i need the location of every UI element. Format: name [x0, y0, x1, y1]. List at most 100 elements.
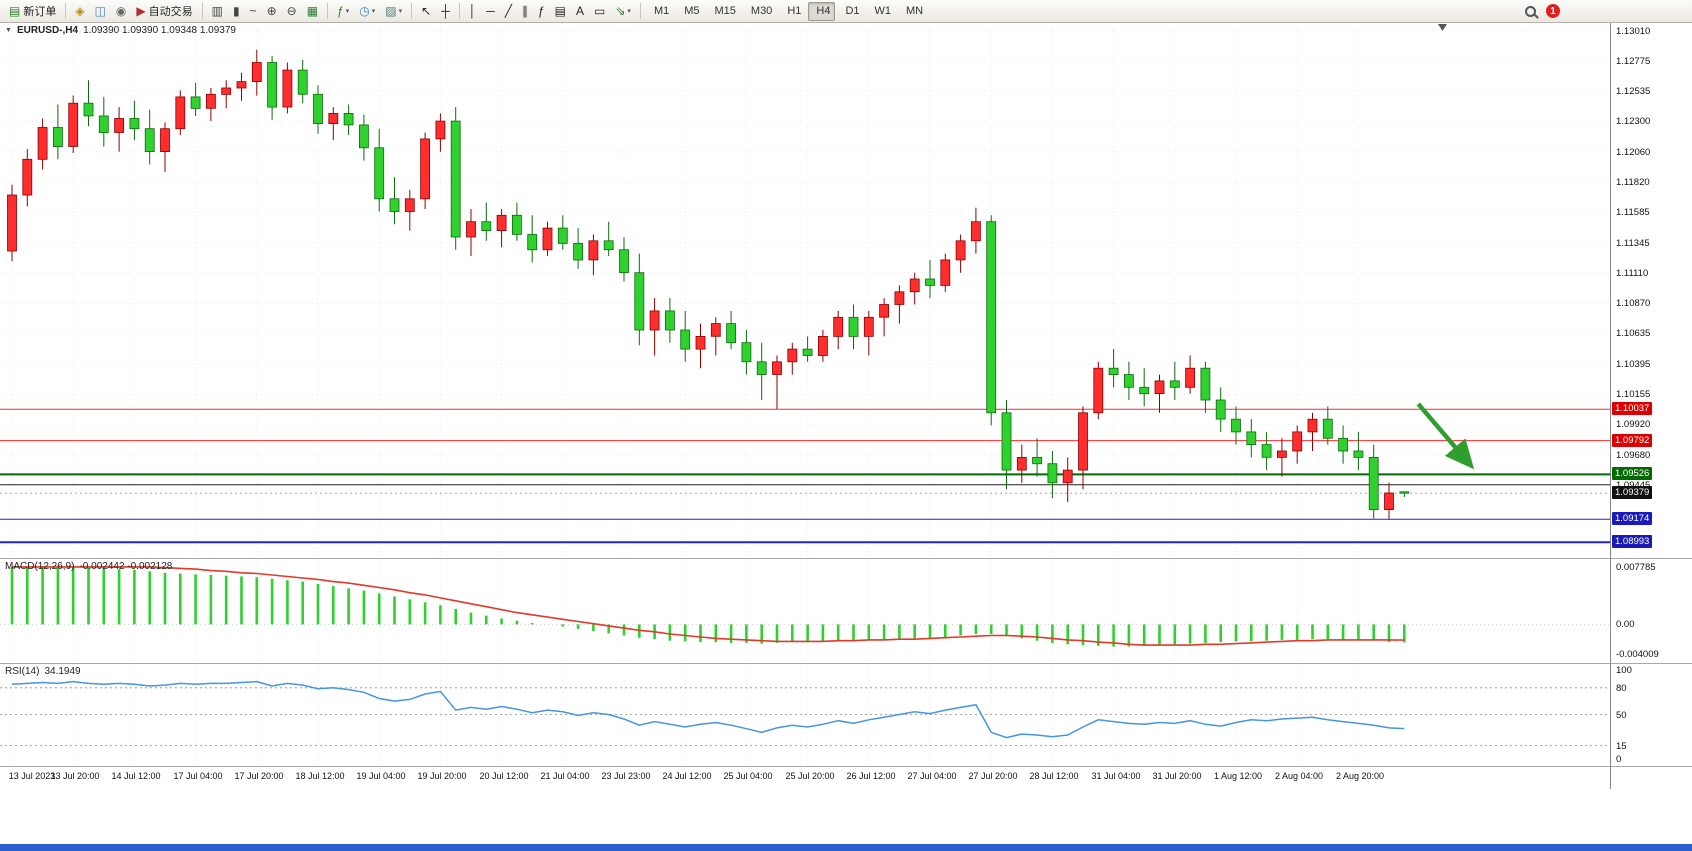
trend-arrow[interactable] [1416, 402, 1475, 470]
ohlc-values: 1.09390 1.09390 1.09348 1.09379 [83, 25, 236, 36]
tile-windows-icon: ▦ [306, 4, 319, 18]
auto-trading-button[interactable]: ▶ 自动交易 [132, 2, 196, 21]
cycle-lines-button[interactable]: ▤ [551, 2, 570, 21]
auto-trading-icon: ▶ [136, 4, 146, 18]
zoom-in-button[interactable]: ⊕ [263, 2, 281, 21]
fibonacci-button[interactable]: ƒ [534, 2, 549, 21]
data-window-button[interactable]: ◫ [91, 2, 110, 21]
time-label: 21 Jul 04:00 [540, 771, 590, 781]
main-chart-canvas[interactable] [0, 23, 1610, 558]
tile-windows-button[interactable]: ▦ [303, 2, 322, 21]
indicators-button[interactable]: ƒ ▾ [333, 2, 353, 21]
fibonacci-icon: ƒ [537, 4, 545, 18]
price-label: 1.12535 [1616, 86, 1651, 97]
toolbar-separator [65, 3, 67, 19]
market-watch-button[interactable]: ◈ [71, 2, 88, 21]
price-tag-1.08993: 1.08993 [1612, 535, 1653, 548]
timeframe-h4-button[interactable]: H4 [808, 1, 836, 21]
price-tag-1.10037: 1.10037 [1612, 402, 1653, 415]
price-label: 1.12775 [1616, 56, 1651, 67]
price-label: 1.09920 [1616, 419, 1651, 430]
trendline-button[interactable]: ╱ [501, 2, 516, 21]
clock-icon: ◷ [359, 4, 370, 18]
macd-histogram [10, 566, 1406, 647]
new-order-button[interactable]: ▤ 新订单 [5, 2, 60, 21]
time-label: 14 Jul 12:00 [111, 771, 161, 781]
candlestick-type-button[interactable]: ▮ [229, 2, 244, 21]
text-button[interactable]: A [572, 2, 588, 21]
arrow-object-icon: ⇘ [615, 4, 626, 18]
horizontal-line-button[interactable]: ─ [482, 2, 499, 21]
caret-icon: ▾ [398, 8, 403, 15]
periods-button[interactable]: ◷ ▾ [355, 2, 379, 21]
time-label: 27 Jul 04:00 [907, 771, 957, 781]
macd-info: MACD(12,26,9) -0.002442 -0.002128 [5, 561, 172, 572]
timeframe-h1-button-label: H1 [787, 5, 802, 17]
toolbar-separator [458, 3, 460, 19]
timeframe-m15-button[interactable]: M15 [707, 2, 741, 21]
chart-shift-marker[interactable] [1438, 24, 1447, 31]
line-chart-type-button[interactable]: ~ [246, 2, 261, 21]
navigator-icon: ◉ [115, 4, 127, 18]
price-axis[interactable]: 1.13010 1.12775 1.12535 1.12300 1.12060 1.118… [1610, 23, 1692, 789]
new-order-icon: ▤ [9, 4, 21, 18]
timeframe-d1-button-label: D1 [845, 5, 860, 17]
collapse-triangle-icon[interactable]: ▼ [5, 27, 12, 34]
caret-icon: ▾ [345, 8, 350, 15]
timeframe-h1-button[interactable]: H1 [779, 2, 806, 21]
time-label: 18 Jul 12:00 [295, 771, 345, 781]
templates-button[interactable]: ▨ ▾ [381, 2, 406, 21]
timeframe-m30-button[interactable]: M30 [743, 2, 777, 21]
rsi-info: RSI(14) 34.1949 [5, 666, 81, 677]
vertical-line-icon: │ [468, 4, 477, 18]
navigator-button[interactable]: ◉ [112, 2, 130, 21]
timeframe-w1-button[interactable]: W1 [867, 2, 897, 21]
caret-icon: ▾ [371, 8, 376, 15]
line-chart-icon: ~ [249, 4, 257, 18]
vertical-line-button[interactable]: │ [465, 2, 481, 21]
macd-panel: MACD(12,26,9) -0.002442 -0.002128 [0, 559, 1610, 664]
arrows-button[interactable]: ⇘ ▾ [611, 2, 635, 21]
time-axis[interactable]: 13 Jul 2023 13 Jul 20:00 14 Jul 12:00 17 Ju… [0, 767, 1610, 789]
data-window-icon: ◫ [94, 4, 106, 18]
crosshair-button[interactable]: ┼ [437, 2, 454, 21]
toolbar-separator [639, 3, 641, 19]
cursor-button[interactable]: ↖ [417, 2, 435, 21]
indicators-icon: ƒ [337, 4, 344, 18]
time-label: 17 Jul 04:00 [173, 771, 223, 781]
price-label: 1.12060 [1616, 147, 1651, 158]
zoom-out-icon: ⊖ [286, 4, 297, 18]
price-label: 1.12300 [1616, 116, 1651, 127]
rsi-value: 34.1949 [44, 666, 81, 677]
timeframe-m5-button[interactable]: M5 [676, 2, 704, 21]
macd-canvas[interactable] [0, 559, 1610, 663]
taskbar-edge [0, 844, 1692, 851]
rsi-canvas[interactable] [0, 664, 1610, 766]
candles-layer[interactable] [7, 49, 1410, 520]
bar-chart-icon: ▥ [211, 4, 223, 18]
search-icon[interactable] [1525, 5, 1536, 17]
notification-badge[interactable]: 1 [1546, 4, 1560, 18]
text-label-button[interactable]: ▭ [590, 2, 609, 21]
timeframe-m1-button[interactable]: M1 [646, 2, 674, 21]
timeframe-mn-button-label: MN [906, 5, 924, 17]
timeframe-mn-button[interactable]: MN [898, 2, 928, 21]
time-label: 1 Aug 12:00 [1213, 771, 1263, 781]
timeframe-d1-button[interactable]: D1 [837, 2, 864, 21]
timeframe-h4-button-label: H4 [816, 5, 831, 17]
bar-chart-type-button[interactable]: ▥ [208, 2, 227, 21]
plot-column: ▼ EURUSD-,H4 1.09390 1.09390 1.09348 1.0… [0, 23, 1610, 789]
macd-axis-label: -0.004009 [1616, 649, 1659, 660]
toolbar: ▤ 新订单 ◈ ◫ ◉ ▶ 自动交易 ▥ ▮ ~ ⊕ ⊖ ▦ ƒ ▾ ◷ ▾ ▨ ▾ ↖ ┼ │ ─ ╱ ∥ ƒ ▤ A ▭ ⇘ ▾ M1 M5… [0, 0, 1692, 23]
price-label: 1.10155 [1616, 389, 1651, 400]
time-label: 13 Jul 20:00 [50, 771, 100, 781]
market-watch-icon: ◈ [75, 4, 85, 18]
price-tag-1.09792: 1.09792 [1612, 434, 1653, 447]
window-filler [0, 789, 1692, 844]
channel-button[interactable]: ∥ [518, 2, 532, 21]
macd-label: MACD(12,26,9) [5, 561, 75, 572]
text-icon: A [576, 4, 585, 18]
zoom-out-button[interactable]: ⊖ [283, 2, 301, 21]
template-icon: ▨ [385, 4, 397, 18]
